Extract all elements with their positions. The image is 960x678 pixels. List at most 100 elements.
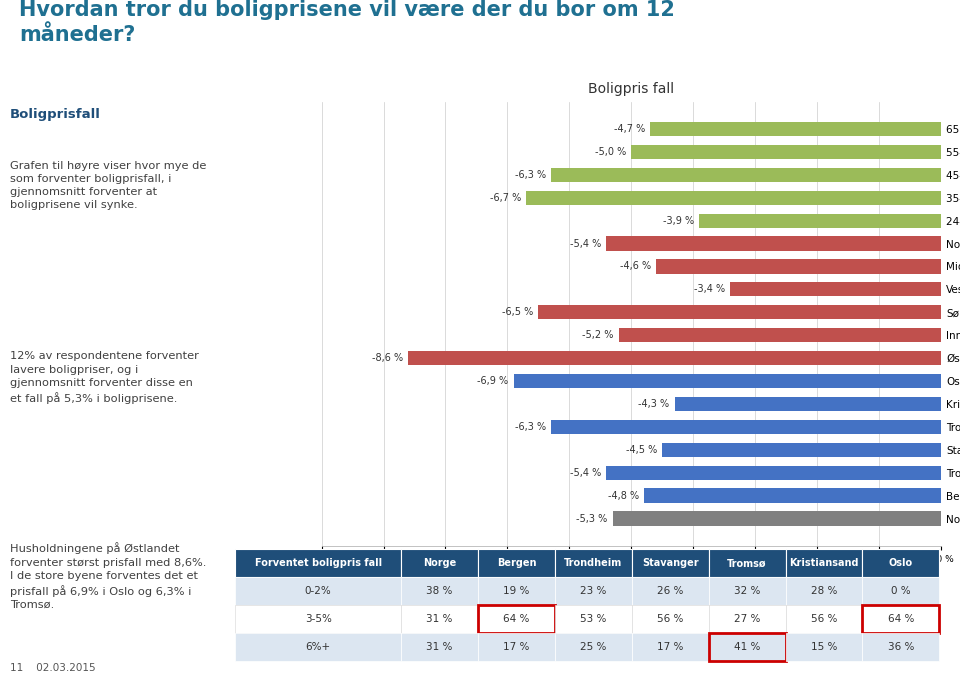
Bar — [862, 605, 940, 633]
Bar — [662, 443, 941, 457]
Text: -8,6 %: -8,6 % — [372, 353, 403, 363]
Text: -4,8 %: -4,8 % — [608, 491, 638, 500]
Text: Tromsø: Tromsø — [728, 558, 767, 568]
Text: 0 %: 0 % — [891, 586, 911, 596]
Bar — [731, 282, 941, 296]
Bar — [551, 420, 941, 434]
Text: 53 %: 53 % — [580, 614, 607, 624]
Bar — [785, 605, 862, 633]
Text: 12% av respondentene forventer
lavere boligpriser, og i
gjennomsnitt forventer d: 12% av respondentene forventer lavere bo… — [10, 351, 199, 403]
Text: 27 %: 27 % — [734, 614, 760, 624]
Text: 28 %: 28 % — [811, 586, 837, 596]
Text: Kristiansand: Kristiansand — [789, 558, 859, 568]
Text: 32 %: 32 % — [734, 586, 760, 596]
Text: -6,7 %: -6,7 % — [490, 193, 521, 203]
Text: 56 %: 56 % — [811, 614, 837, 624]
Text: 17 %: 17 % — [657, 642, 684, 652]
Bar — [643, 488, 941, 502]
Title: Boligpris fall: Boligpris fall — [588, 82, 674, 96]
Bar — [708, 577, 785, 605]
Bar — [478, 577, 555, 605]
Text: -5,4 %: -5,4 % — [570, 239, 602, 249]
Bar — [785, 577, 862, 605]
Text: 31 %: 31 % — [426, 614, 453, 624]
Bar — [632, 577, 708, 605]
Text: Trondheim: Trondheim — [564, 558, 622, 568]
Text: 56 %: 56 % — [657, 614, 684, 624]
Bar — [478, 549, 555, 577]
Text: 41 %: 41 % — [734, 642, 760, 652]
Text: -6,5 %: -6,5 % — [502, 307, 534, 317]
Text: 15 %: 15 % — [811, 642, 837, 652]
Text: Oslo: Oslo — [889, 558, 913, 568]
Bar — [708, 605, 785, 633]
Text: 26 %: 26 % — [657, 586, 684, 596]
Text: 19 %: 19 % — [503, 586, 530, 596]
Bar — [555, 633, 632, 661]
Bar — [401, 577, 478, 605]
Text: -5,0 %: -5,0 % — [595, 147, 626, 157]
Bar — [408, 351, 941, 365]
Text: -4,3 %: -4,3 % — [638, 399, 669, 409]
Text: 25 %: 25 % — [580, 642, 607, 652]
Bar — [612, 511, 941, 525]
Text: 38 %: 38 % — [426, 586, 453, 596]
Bar — [862, 633, 940, 661]
Bar — [708, 549, 785, 577]
Text: -3,9 %: -3,9 % — [663, 216, 694, 226]
Text: Bergen: Bergen — [496, 558, 536, 568]
Bar — [632, 633, 708, 661]
Text: 3-5%: 3-5% — [304, 614, 331, 624]
Bar — [478, 605, 555, 633]
Text: -5,3 %: -5,3 % — [576, 513, 608, 523]
Bar — [785, 549, 862, 577]
Bar — [235, 549, 401, 577]
Bar — [607, 466, 941, 480]
Text: 64 %: 64 % — [888, 614, 914, 624]
Text: 31 %: 31 % — [426, 642, 453, 652]
Bar — [632, 605, 708, 633]
Bar — [555, 605, 632, 633]
Bar — [235, 633, 401, 661]
Bar — [708, 633, 785, 661]
Bar — [699, 214, 941, 228]
Text: Grafen til høyre viser hvor mye de
som forventer boligprisfall, i
gjennomsnitt f: Grafen til høyre viser hvor mye de som f… — [10, 161, 206, 210]
Text: Boligprisfall: Boligprisfall — [10, 108, 101, 121]
Text: 64 %: 64 % — [503, 614, 530, 624]
Text: -6,9 %: -6,9 % — [477, 376, 509, 386]
Text: Hvordan tror du boligprisene vil være der du bor om 12
måneder?: Hvordan tror du boligprisene vil være de… — [19, 0, 675, 45]
Text: Husholdningene på Østlandet
forventer størst prisfall med 8,6%.
I de store byene: Husholdningene på Østlandet forventer st… — [10, 542, 206, 610]
Bar — [619, 328, 941, 342]
Text: -5,2 %: -5,2 % — [583, 330, 613, 340]
Text: 17 %: 17 % — [503, 642, 530, 652]
Text: -6,3 %: -6,3 % — [515, 170, 545, 180]
Text: 11    02.03.2015: 11 02.03.2015 — [10, 663, 95, 673]
Bar — [555, 549, 632, 577]
Bar — [401, 549, 478, 577]
Bar — [862, 577, 940, 605]
Text: 0-2%: 0-2% — [304, 586, 331, 596]
Bar — [235, 577, 401, 605]
Text: Forventet boligpris fall: Forventet boligpris fall — [254, 558, 382, 568]
Bar — [555, 577, 632, 605]
Text: Norge: Norge — [422, 558, 456, 568]
Text: 23 %: 23 % — [580, 586, 607, 596]
Bar — [551, 167, 941, 182]
Text: Stavanger: Stavanger — [642, 558, 699, 568]
Bar — [607, 237, 941, 251]
Bar — [650, 122, 941, 136]
Bar — [785, 633, 862, 661]
Text: -4,5 %: -4,5 % — [626, 445, 658, 455]
Bar — [526, 191, 941, 205]
Text: -3,4 %: -3,4 % — [694, 284, 726, 294]
Bar — [539, 305, 941, 319]
Bar — [478, 633, 555, 661]
Bar — [656, 260, 941, 273]
Text: -5,4 %: -5,4 % — [570, 468, 602, 478]
Text: -6,3 %: -6,3 % — [515, 422, 545, 432]
Text: -4,7 %: -4,7 % — [613, 124, 645, 134]
Bar — [675, 397, 941, 411]
Bar — [862, 549, 940, 577]
Text: 6%+: 6%+ — [305, 642, 330, 652]
Bar — [235, 605, 401, 633]
